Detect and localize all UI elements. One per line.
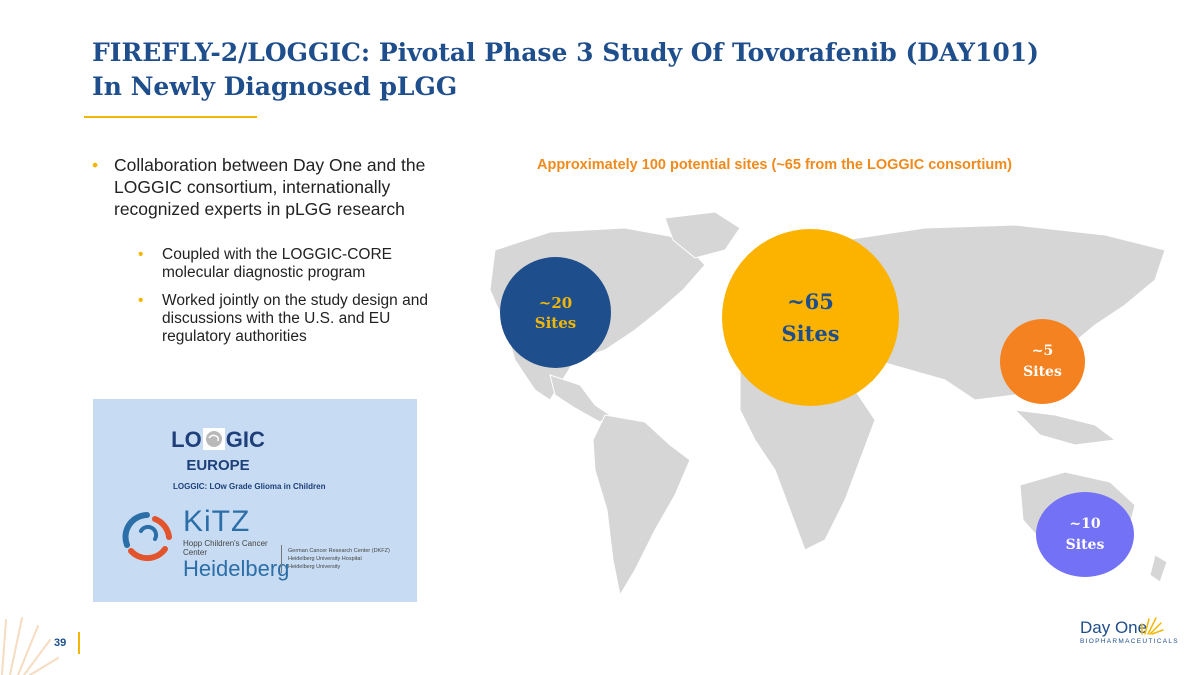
sub-bullet-list: Coupled with the LOGGIC-CORE molecular d… [114, 246, 432, 346]
bullet-list: Collaboration between Day One and the LO… [92, 154, 432, 356]
sunburst-decoration [1, 617, 59, 675]
kitz-name: KiTZ [183, 505, 251, 538]
sub-bullet: Worked jointly on the study design and d… [114, 292, 432, 346]
central-america-shape [549, 374, 611, 423]
bullet-main-text: Collaboration between Day One and the LO… [114, 155, 426, 219]
kitz-logo: KiTZ Hopp Children's Cancer Center Heide… [183, 507, 293, 581]
slide-title: FIREFLY-2/LOGGIC: Pivotal Phase 3 Study … [92, 36, 1092, 104]
greenland-shape [664, 211, 741, 259]
loggic-logo: LO GIC [93, 427, 343, 453]
brain-icon [202, 428, 225, 450]
bubble-count: ~65 [787, 288, 834, 314]
title-line-1: FIREFLY-2/LOGGIC: Pivotal Phase 3 Study … [92, 38, 1039, 67]
title-underline [84, 116, 257, 118]
bullet-main: Collaboration between Day One and the LO… [92, 154, 432, 346]
kitz-institution: Heidelberg University [288, 564, 341, 570]
new-zealand-shape [1149, 554, 1168, 583]
kitz-divider [281, 545, 282, 573]
title-line-2: In Newly Diagnosed pLGG [92, 72, 458, 101]
day-one-logo: Day One BIOPHARMACEUTICALS [1080, 618, 1179, 645]
kitz-city: Heidelberg [183, 556, 290, 581]
partner-logos-panel: LO GIC EUROPE LOGGIC: LOw Grade Glioma in… [93, 399, 417, 602]
sub-bullet: Coupled with the LOGGIC-CORE molecular d… [114, 246, 432, 282]
southeast-asia-shape [1013, 409, 1117, 446]
loggic-region: EUROPE [186, 457, 250, 474]
europe-sites-bubble: ~65 Sites [722, 229, 899, 406]
sun-icon [1141, 617, 1164, 635]
bubble-unit: Sites [1065, 536, 1105, 553]
kitz-logo-icon [122, 512, 172, 562]
brand-subtitle: BIOPHARMACEUTICALS [1080, 638, 1179, 645]
bubble-unit: Sites [1023, 363, 1062, 380]
loggic-tagline: LOGGIC: LOw Grade Glioma in Children [173, 482, 326, 491]
bubble-count: ~20 [538, 293, 573, 312]
page-number-bar [78, 632, 80, 654]
brand-name: Day One [1080, 618, 1148, 637]
bubble-count: ~10 [1069, 515, 1101, 532]
kitz-institution: German Cancer Research Center (DKFZ) [288, 548, 390, 554]
bubble-unit: Sites [781, 320, 840, 346]
kitz-institution: Heidelberg University Hospital [288, 556, 362, 562]
page-number: 39 [54, 637, 67, 649]
bubble-count: ~5 [1031, 342, 1054, 359]
australia-sites-bubble: ~10 Sites [1036, 492, 1134, 577]
map-caption: Approximately 100 potential sites (~65 f… [537, 157, 1012, 173]
loggic-logo-right: GIC [225, 427, 265, 452]
loggic-logo-left: LO [171, 427, 202, 452]
kitz-institutions: German Cancer Research Center (DKFZ) Hei… [288, 547, 390, 571]
bubble-unit: Sites [534, 313, 577, 332]
north-america-sites-bubble: ~20 Sites [500, 257, 611, 368]
south-america-shape [592, 414, 691, 597]
kitz-center: Hopp Children's Cancer Center [183, 539, 268, 557]
asia-sites-bubble: ~5 Sites [1000, 319, 1085, 404]
